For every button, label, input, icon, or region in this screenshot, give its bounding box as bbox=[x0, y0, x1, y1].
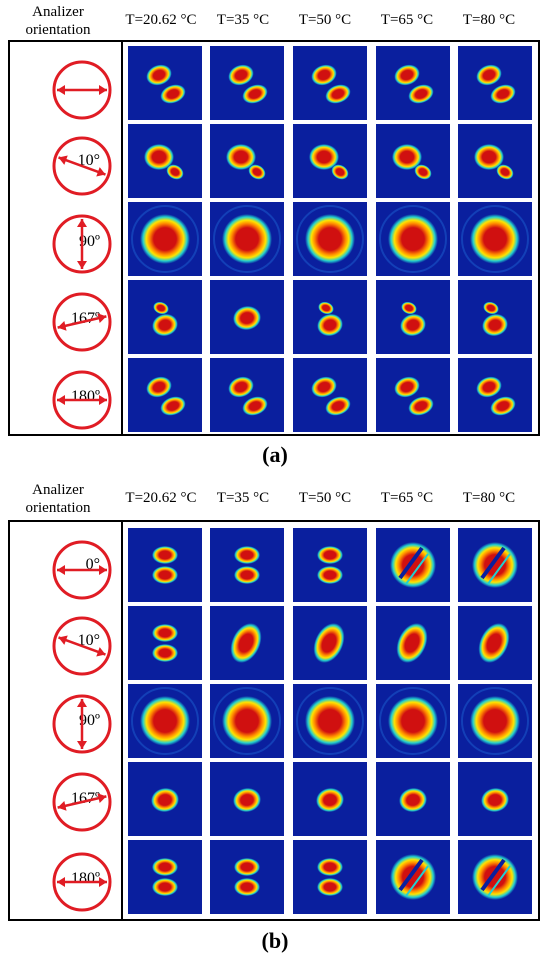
beam-intensity-image bbox=[210, 528, 284, 602]
beam-intensity-image bbox=[128, 762, 202, 836]
beam-intensity-image bbox=[293, 762, 367, 836]
row-label: 90º bbox=[79, 712, 100, 729]
beam-intensity-image bbox=[376, 202, 450, 276]
beam-intensity-image bbox=[458, 684, 532, 758]
beam-intensity-image bbox=[376, 606, 450, 680]
beam-intensity-image bbox=[293, 840, 367, 914]
beam-intensity-image bbox=[458, 358, 532, 432]
beam-intensity-image bbox=[458, 124, 532, 198]
beam-intensity-image bbox=[128, 202, 202, 276]
temperature-header: T=50 °C bbox=[298, 12, 352, 28]
polarizer-orientation-icon bbox=[50, 614, 114, 683]
beam-intensity-image bbox=[293, 528, 367, 602]
polarizer-orientation-icon bbox=[50, 692, 114, 761]
beam-intensity-image bbox=[210, 46, 284, 120]
beam-intensity-image bbox=[376, 840, 450, 914]
temperature-header: T=20.62 °C bbox=[125, 12, 197, 28]
polarizer-orientation-icon bbox=[50, 850, 114, 919]
temperature-header: T=35 °C bbox=[216, 12, 270, 28]
beam-intensity-image bbox=[210, 840, 284, 914]
panel-caption-b: (b) bbox=[261, 928, 289, 953]
analyzer-header-line2: orientation bbox=[25, 500, 91, 516]
temperature-header: T=80 °C bbox=[462, 12, 516, 28]
beam-intensity-image bbox=[128, 528, 202, 602]
beam-intensity-image bbox=[458, 606, 532, 680]
beam-intensity-image bbox=[210, 202, 284, 276]
beam-intensity-image bbox=[210, 124, 284, 198]
beam-intensity-image bbox=[128, 124, 202, 198]
polarizer-orientation-icon bbox=[50, 58, 114, 127]
row-label: 10° bbox=[77, 632, 100, 649]
beam-intensity-image bbox=[293, 46, 367, 120]
row-label: 90º bbox=[79, 233, 100, 250]
temperature-header: T=80 °C bbox=[462, 490, 516, 506]
polarizer-orientation-icon bbox=[50, 538, 114, 607]
panel-a-frame bbox=[8, 40, 540, 436]
beam-intensity-image bbox=[293, 280, 367, 354]
panel-a-divider bbox=[121, 40, 123, 436]
beam-intensity-image bbox=[210, 280, 284, 354]
beam-intensity-image bbox=[458, 762, 532, 836]
temperature-header: T=20.62 °C bbox=[125, 490, 197, 506]
panel-b-frame bbox=[8, 520, 540, 921]
beam-intensity-image bbox=[458, 202, 532, 276]
analyzer-header-line1: Analizer bbox=[32, 4, 84, 20]
beam-intensity-image bbox=[128, 606, 202, 680]
beam-intensity-image bbox=[128, 46, 202, 120]
panel-b-divider bbox=[121, 520, 123, 921]
polarizer-orientation-icon bbox=[50, 290, 114, 359]
panel-caption-a: (a) bbox=[262, 442, 288, 467]
beam-intensity-image bbox=[376, 124, 450, 198]
beam-intensity-image bbox=[128, 840, 202, 914]
row-label: 10° bbox=[77, 152, 100, 169]
beam-intensity-image bbox=[210, 606, 284, 680]
beam-intensity-image bbox=[458, 840, 532, 914]
beam-intensity-image bbox=[210, 762, 284, 836]
beam-intensity-image bbox=[458, 280, 532, 354]
temperature-header: T=65 °C bbox=[380, 12, 434, 28]
beam-intensity-image bbox=[376, 46, 450, 120]
beam-intensity-image bbox=[293, 124, 367, 198]
analyzer-header-line1: Analizer bbox=[32, 482, 84, 498]
beam-intensity-image bbox=[376, 528, 450, 602]
polarizer-orientation-icon bbox=[50, 134, 114, 203]
temperature-header: T=50 °C bbox=[298, 490, 352, 506]
beam-intensity-image bbox=[210, 358, 284, 432]
beam-intensity-image bbox=[458, 46, 532, 120]
temperature-header: T=65 °C bbox=[380, 490, 434, 506]
beam-intensity-image bbox=[128, 280, 202, 354]
beam-intensity-image bbox=[128, 358, 202, 432]
analyzer-header-line2: orientation bbox=[25, 22, 91, 38]
beam-intensity-image bbox=[210, 684, 284, 758]
polarizer-orientation-icon bbox=[50, 368, 114, 437]
beam-intensity-image bbox=[376, 280, 450, 354]
polarizer-orientation-icon bbox=[50, 770, 114, 839]
beam-intensity-image bbox=[293, 606, 367, 680]
polarizer-orientation-icon bbox=[50, 212, 114, 281]
beam-intensity-image bbox=[376, 684, 450, 758]
beam-intensity-image bbox=[376, 762, 450, 836]
temperature-header: T=35 °C bbox=[216, 490, 270, 506]
beam-intensity-image bbox=[293, 358, 367, 432]
beam-intensity-image bbox=[376, 358, 450, 432]
beam-intensity-image bbox=[128, 684, 202, 758]
beam-intensity-image bbox=[293, 684, 367, 758]
beam-intensity-image bbox=[458, 528, 532, 602]
beam-intensity-image bbox=[293, 202, 367, 276]
